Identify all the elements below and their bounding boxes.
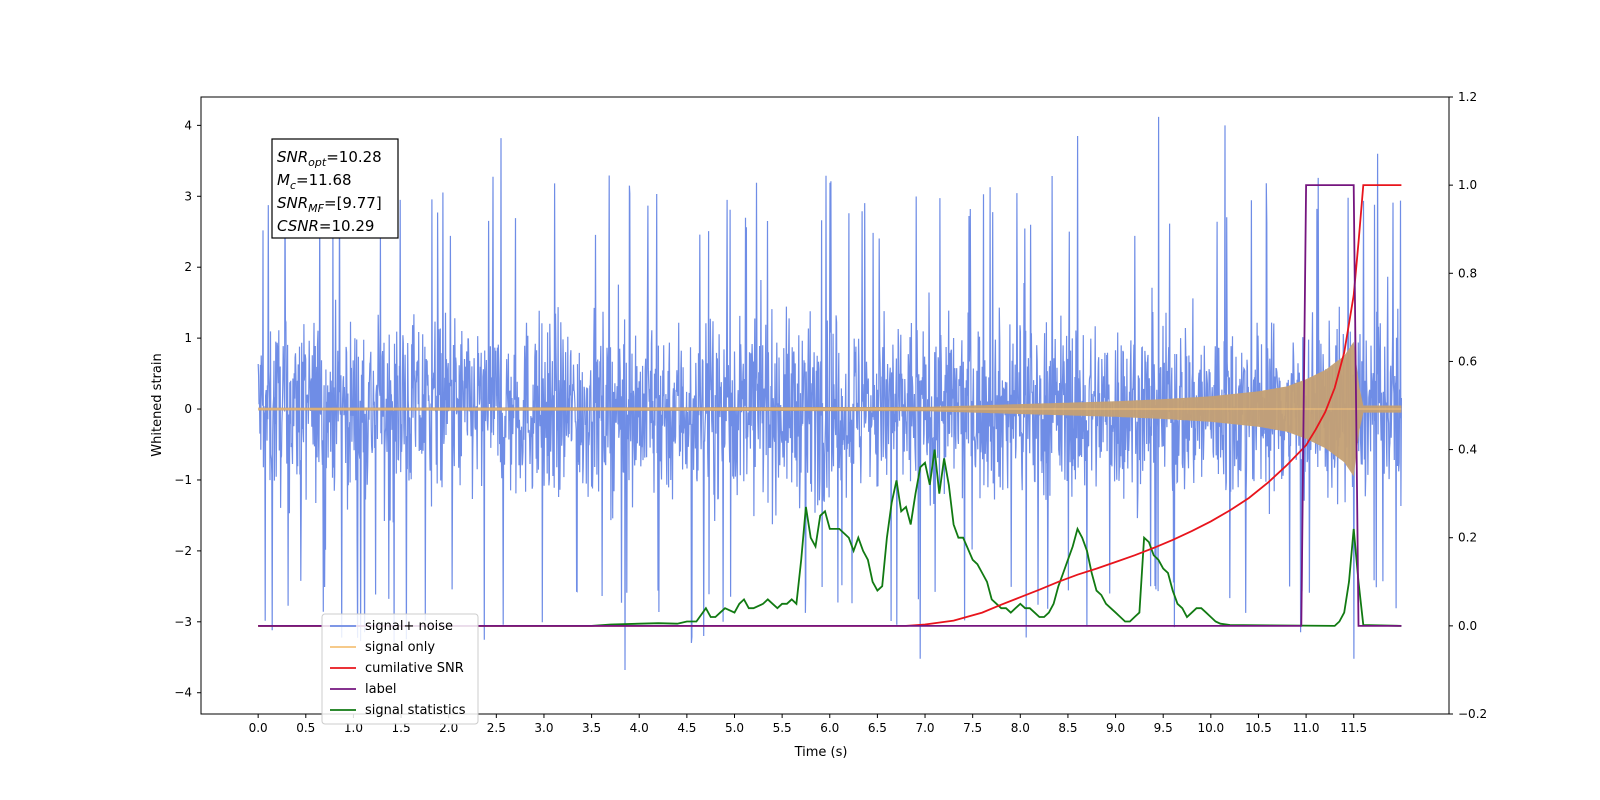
annotation-value: =11.68 [296,171,352,189]
right-y-tick-label: 0.6 [1458,354,1477,368]
x-tick-label: 6.5 [868,721,887,735]
annotation-value: =[9.77] [324,194,382,212]
legend-label: label [365,682,396,697]
x-tick-label: 8.0 [1011,721,1030,735]
left-y-tick-label: −4 [174,686,192,700]
x-tick-label: 4.0 [630,721,649,735]
legend-label: cumilative SNR [365,661,464,676]
x-tick-label: 7.0 [915,721,934,735]
right-y-tick-label: 0.4 [1458,443,1477,457]
legend-label: signal statistics [365,703,466,718]
right-y-tick-label: 1.2 [1458,90,1477,104]
left-y-tick-label: 1 [184,331,192,345]
annotation-frame [271,138,399,239]
x-tick-label: 9.0 [1106,721,1125,735]
left-y-tick-label: −3 [174,615,192,629]
x-tick-label: 8.5 [1058,721,1077,735]
x-tick-label: 5.5 [773,721,792,735]
x-tick-label: 9.5 [1154,721,1173,735]
right-y-tick-label: 1.0 [1458,178,1477,192]
x-tick-label: 3.0 [534,721,553,735]
x-tick-label: 0.0 [249,721,268,735]
x-tick-label: 4.5 [677,721,696,735]
right-y-axis-ticks: 1.2 1.0 0.8 0.6 0.4 0.2 0.0 −0.2 [1449,90,1487,721]
legend-frame [321,613,479,725]
right-y-tick-label: 0.8 [1458,266,1477,280]
x-axis-ticks: 0.0 0.5 1.0 1.5 2.0 2.5 3.0 3.5 4.0 4.5 5.0 5.5 6.0 6… [249,714,1367,735]
x-tick-label: 10.0 [1197,721,1224,735]
annotation-variable: SNR [277,148,308,166]
annotation-line: SNRMF=[9.77] [277,194,382,215]
plot-area [257,116,1402,671]
legend: signal+ noise signal only cumilative SNR la… [321,613,479,725]
x-tick-label: 11.5 [1340,721,1367,735]
annotation-variable: CSNR [277,217,319,235]
left-y-tick-label: 0 [184,402,192,416]
right-y-tick-label: 0.0 [1458,619,1477,633]
annotation-subscript: c [290,179,296,192]
annotation-box: SNRopt=10.28Mc=11.68SNRMF=[9.77]CSNR=10.… [271,138,399,239]
x-tick-label: 0.5 [296,721,315,735]
x-tick-label: 11.0 [1293,721,1320,735]
left-y-axis-ticks: 4 3 2 1 0 −1 −2 −3 −4 [174,118,201,700]
series-label [258,184,1402,627]
annotation-line: SNRopt=10.28 [277,148,382,169]
left-y-tick-label: −1 [174,473,192,487]
annotation-subscript: MF [308,202,324,215]
annotation-line: CSNR=10.29 [277,217,374,235]
annotation-value: =10.29 [319,217,375,235]
plot-frame [200,96,1450,715]
left-y-tick-label: −2 [174,544,192,558]
x-tick-label: 7.5 [963,721,982,735]
x-tick-label: 3.5 [582,721,601,735]
series-signal-statistics [258,449,1402,627]
annotation-line: Mc=11.68 [277,171,352,192]
legend-label: signal+ noise [365,619,453,634]
left-y-tick-label: 4 [184,118,192,132]
annotation-variable: SNR [277,194,308,212]
right-y-tick-label: −0.2 [1458,707,1487,721]
left-y-axis-label: Whitened strain [150,353,165,456]
annotation-value: =10.28 [326,148,382,166]
x-tick-label: 10.5 [1245,721,1272,735]
right-y-tick-label: 0.2 [1458,531,1477,545]
left-y-tick-label: 3 [184,189,192,203]
x-axis-label: Time (s) [794,745,848,760]
annotation-variable: M [277,171,290,189]
annotation-subscript: opt [308,156,327,169]
x-tick-label: 6.0 [820,721,839,735]
x-tick-label: 5.0 [725,721,744,735]
series-cumulative-snr [258,184,1402,627]
legend-label: signal only [365,640,435,655]
x-tick-label: 2.5 [487,721,506,735]
left-y-tick-label: 2 [184,260,192,274]
